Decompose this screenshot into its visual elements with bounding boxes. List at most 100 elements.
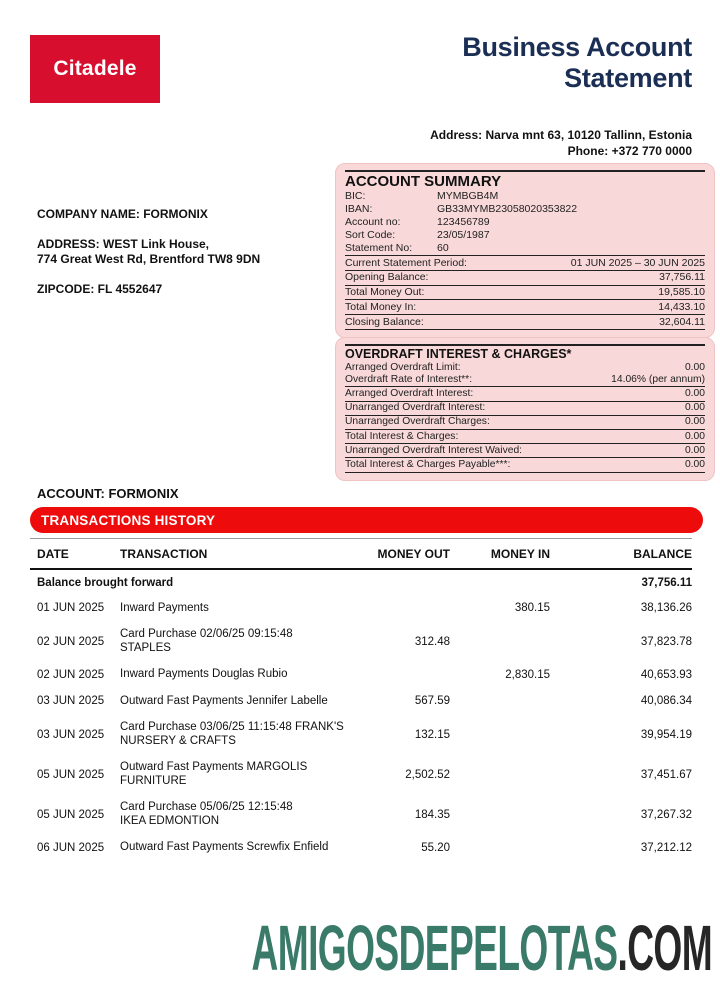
row-value: 0.00 (684, 458, 705, 470)
page-title-line-2: Statement (564, 63, 692, 93)
tx-description: Inward Payments Douglas Rubio (120, 668, 288, 680)
bbf-label: Balance brought forward (37, 577, 174, 589)
detail-label: Account no: (345, 216, 401, 228)
row-label: Unarranged Overdraft Interest Waived: (345, 444, 523, 456)
detail-value: 60 (437, 242, 449, 254)
summary-detail-row: IBAN: GB33MYMB23058020353822 (345, 203, 705, 216)
row-value: 0.00 (684, 430, 705, 442)
overdraft-panel: OVERDRAFT INTEREST & CHARGES* Arranged O… (335, 337, 715, 481)
detail-value: 0.00 (684, 362, 705, 373)
overdraft-row: Unarranged Overdraft Interest: 0.00 (345, 400, 705, 415)
detail-label: BIC: (345, 190, 366, 202)
tx-balance: 37,823.78 (640, 635, 692, 648)
table-row: 06 JUN 2025 Outward Fast Payments Screwf… (30, 835, 692, 862)
transactions-header-row: DATE TRANSACTION MONEY OUT MONEY IN BALA… (30, 538, 692, 570)
detail-value: MYMBGB4M (437, 190, 499, 202)
table-row: 03 JUN 2025 Card Purchase 03/06/25 11:15… (30, 715, 692, 755)
detail-label: Statement No: (345, 242, 413, 254)
table-row: 03 JUN 2025 Outward Fast Payments Jennif… (30, 688, 692, 715)
total-label: Total Money Out: (345, 286, 425, 299)
total-label: Opening Balance: (345, 271, 429, 284)
tx-date: 03 JUN 2025 (37, 728, 105, 741)
summary-total-row: Closing Balance: 32,604.11 (345, 314, 705, 330)
total-label: Current Statement Period: (345, 256, 467, 269)
overdraft-row: Unarranged Overdraft Interest Waived: 0.0… (345, 443, 705, 457)
table-row: 05 JUN 2025 Outward Fast Payments MARGOL… (30, 755, 692, 795)
tx-money-out: 567.59 (414, 695, 450, 708)
account-summary-panel: ACCOUNT SUMMARY BIC: MYMBGB4M IBAN: GB33MY… (335, 163, 715, 338)
detail-value: 123456789 (437, 216, 490, 228)
overdraft-row: Total Interest & Charges Payable***: 0.00 (345, 457, 705, 473)
tx-balance: 39,954.19 (640, 728, 692, 741)
summary-total-row: Current Statement Period: 01 JUN 2025 – 3… (345, 255, 705, 270)
row-label: Unarranged Overdraft Interest: (345, 402, 486, 414)
tx-money-in: 380.15 (514, 602, 550, 615)
summary-detail-row: Account no: 123456789 (345, 216, 705, 229)
tx-date: 02 JUN 2025 (37, 635, 105, 648)
tx-balance: 37,451.67 (640, 768, 692, 781)
page-title: Business Account Statement (462, 32, 692, 94)
total-value: 14,433.10 (658, 300, 705, 313)
tx-money-out: 55.20 (421, 841, 450, 854)
summary-total-row: Total Money Out: 19,585.10 (345, 284, 705, 300)
detail-label: IBAN: (345, 203, 373, 215)
column-header-money-in: MONEY IN (490, 547, 550, 561)
tx-money-in: 2,830.15 (505, 668, 550, 681)
account-summary-totals: Current Statement Period: 01 JUN 2025 – 3… (345, 255, 705, 330)
detail-label: Overdraft Rate of Interest**: (345, 374, 473, 386)
tx-description: Outward Fast Payments MARGOLIS FURNITURE (120, 761, 308, 787)
tx-date: 05 JUN 2025 (37, 808, 105, 821)
tx-description: Card Purchase 05/06/25 12:15:48 IKEA EDM… (120, 801, 293, 827)
overdraft-row: Total Interest & Charges: 0.00 (345, 429, 705, 443)
column-header-transaction: TRANSACTION (120, 547, 208, 561)
watermark-tld: .COM (617, 912, 712, 984)
row-value: 0.00 (684, 444, 705, 456)
tx-money-out: 2,502.52 (405, 768, 450, 781)
account-summary-title: ACCOUNT SUMMARY (345, 170, 705, 190)
tx-date: 01 JUN 2025 (37, 602, 105, 615)
detail-value: 23/05/1987 (437, 229, 490, 241)
site-watermark: AMIGOSDEPELOTAS.COM (0, 916, 712, 980)
logo-text: Citadele (53, 57, 137, 80)
tx-description: Inward Payments (120, 601, 209, 614)
overdraft-rows: Arranged Overdraft Interest: 0.00 Unarran… (345, 386, 705, 473)
row-label: Total Interest & Charges Payable***: (345, 458, 511, 470)
company-name: COMPANY NAME: FORMONIX (37, 207, 208, 221)
account-heading: ACCOUNT: FORMONIX (37, 486, 179, 501)
overdraft-row: Unarranged Overdraft Charges: 0.00 (345, 414, 705, 429)
tx-description: Card Purchase 02/06/25 09:15:48 STAPLES (120, 628, 293, 654)
page-title-line-1: Business Account (462, 32, 692, 62)
watermark-name: AMIGOSDEPELOTAS (251, 912, 618, 984)
table-row: 02 JUN 2025 Card Purchase 02/06/25 09:15… (30, 622, 692, 662)
table-row: 05 JUN 2025 Card Purchase 05/06/25 12:15… (30, 795, 692, 835)
summary-total-row: Total Money In: 14,433.10 (345, 299, 705, 314)
tx-date: 02 JUN 2025 (37, 668, 105, 681)
total-value: 19,585.10 (658, 286, 705, 299)
tx-date: 06 JUN 2025 (37, 841, 105, 854)
tx-balance: 37,756.11 (641, 577, 692, 589)
company-zipcode: ZIPCODE: FL 4552647 (37, 282, 163, 296)
summary-total-row: Opening Balance: 37,756.11 (345, 269, 705, 285)
transactions-history-banner: TRANSACTIONS HISTORY (30, 507, 703, 533)
table-row: 02 JUN 2025 Inward Payments Douglas Rubi… (30, 662, 692, 689)
tx-date: 05 JUN 2025 (37, 768, 105, 781)
tx-description: Outward Fast Payments Jennifer Labelle (120, 694, 328, 707)
column-header-money-out: MONEY OUT (377, 547, 450, 561)
column-header-date: DATE (37, 547, 69, 561)
row-label: Unarranged Overdraft Charges: (345, 416, 490, 428)
summary-detail-row: Statement No: 60 (345, 242, 705, 255)
company-address-line-1: ADDRESS: WEST Link House, (37, 237, 210, 251)
tx-money-out: 184.35 (414, 808, 450, 821)
tx-description: Outward Fast Payments Screwfix Enfield (120, 841, 329, 853)
row-label: Total Interest & Charges: (345, 430, 459, 442)
balance-brought-forward-row: Balance brought forward 37,756.11 (30, 570, 692, 595)
tx-balance: 40,653.93 (640, 668, 692, 681)
tx-balance: 37,212.12 (640, 841, 692, 854)
total-label: Closing Balance: (345, 315, 424, 328)
tx-description: Card Purchase 03/06/25 11:15:48 FRANK'S … (120, 721, 344, 747)
overdraft-detail-row: Overdraft Rate of Interest**: 14.06% (per… (345, 374, 705, 386)
detail-label: Sort Code: (345, 229, 396, 241)
detail-label: Arranged Overdraft Limit: (345, 362, 461, 373)
row-value: 0.00 (684, 402, 705, 414)
company-info: COMPANY NAME: FORMONIX ADDRESS: WEST Lin… (37, 207, 260, 297)
